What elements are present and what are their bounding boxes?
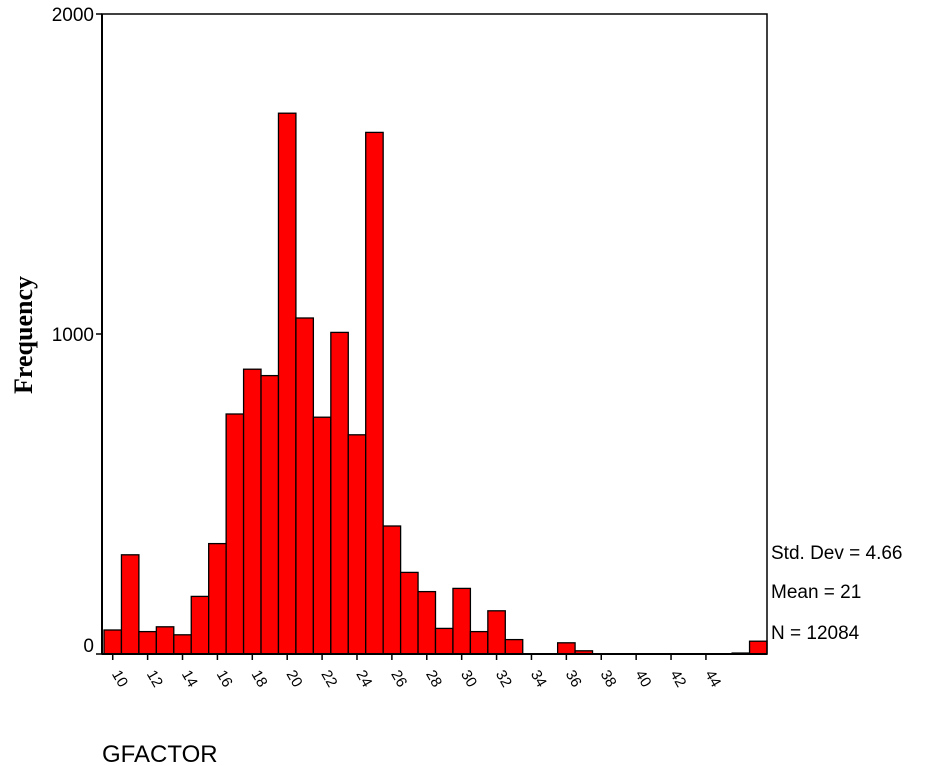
histogram-bar [242,368,262,655]
y-tick-label: 1000 [52,325,94,346]
x-tick-label: 42 [666,667,689,690]
histogram-bar [295,317,315,655]
histogram-bar [260,374,280,655]
histogram-bar [103,629,123,655]
histogram-bar [138,630,157,655]
y-axis-label: Frequency [9,276,38,394]
histogram-bar [452,587,472,655]
x-tick-label: 24 [352,667,375,690]
stat-std-dev: Std. Dev = 4.66 [771,543,903,564]
x-tick-label: 38 [597,667,620,690]
histogram-bar [173,634,192,655]
histogram-bar [190,595,210,655]
histogram-bar [225,413,245,655]
histogram-bar [469,630,489,655]
x-tick-label: 22 [317,667,340,690]
stat-n: N = 12084 [771,623,860,644]
x-tick-label: 34 [527,667,550,690]
histogram-bar [504,638,524,655]
histogram-bar [208,542,227,655]
histogram-bar [365,131,384,655]
x-axis-label: GFACTOR [102,741,218,766]
histogram-bar [487,610,506,655]
histogram-bar [417,590,437,655]
x-tick-label: 44 [701,667,724,690]
histogram-bar [312,416,332,655]
histogram-bar [347,434,367,655]
x-tick-label: 18 [248,667,271,690]
histogram-bar [399,571,419,655]
histogram-bar [120,554,140,655]
histogram-bar [330,331,349,655]
x-tick-label: 30 [457,667,480,690]
x-tick-label: 36 [562,667,585,690]
histogram-bar [556,642,576,655]
x-tick-label: 32 [492,667,515,690]
stat-mean: Mean = 21 [771,582,861,603]
y-tick-label: 2000 [52,5,94,26]
histogram-bar [382,525,402,655]
histogram-bar [277,112,297,655]
x-tick-label: 40 [631,667,654,690]
x-tick-label: 16 [213,667,236,690]
histogram-bar [155,626,175,655]
x-tick-label: 28 [422,667,445,690]
histogram-bar [434,627,454,655]
histogram-bar [748,640,768,655]
x-tick-label: 12 [143,667,166,690]
x-ticks-group: 10 12 14 16 18 20 22 24 26 28 30 32 34 36 38 40 42 44 [108,654,724,690]
x-tick-label: 26 [387,667,410,690]
x-tick-label: 14 [178,667,201,690]
x-tick-label: 20 [283,667,306,690]
y-ticks-group: 0 1000 2000 [52,5,102,657]
bars-group [103,112,768,655]
x-tick-label: 10 [108,667,131,690]
plot-frame [101,13,768,655]
y-tick-label: 0 [83,636,94,657]
